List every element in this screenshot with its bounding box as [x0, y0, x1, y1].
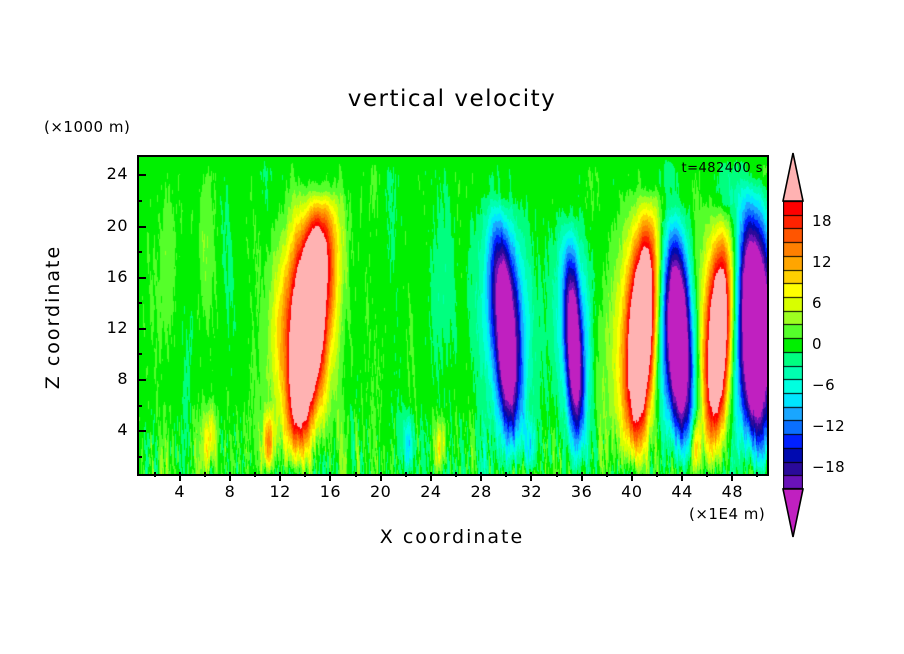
x-tick-label: 4 — [174, 482, 186, 501]
x-tick-label: 40 — [621, 482, 643, 501]
z-tick-minor — [137, 404, 142, 407]
x-tick-major — [228, 472, 231, 481]
z-tick-major — [137, 430, 146, 433]
z-tick-label: 8 — [117, 368, 128, 388]
z-tick-major — [137, 225, 146, 228]
x-axis-title: X coordinate — [379, 526, 525, 548]
x-tick-label: 48 — [721, 482, 744, 501]
timestamp-annotation: t=482400 s — [681, 161, 763, 176]
z-tick-major — [137, 327, 146, 330]
z-tick-label: 20 — [106, 215, 128, 235]
x-tick-minor — [605, 472, 608, 477]
x-tick-label: 20 — [369, 482, 392, 501]
colorbar-tick-label: −12 — [812, 417, 846, 436]
z-axis-units-label: (×1000 m) — [44, 118, 131, 136]
colorbar-tick-label: 12 — [812, 252, 833, 271]
z-tick-label: 16 — [106, 266, 128, 286]
colorbar-tick-label: 0 — [812, 335, 823, 353]
x-tick-label: 36 — [570, 482, 593, 501]
x-tick-minor — [505, 472, 508, 477]
x-tick-label: 8 — [224, 482, 236, 501]
x-tick-label: 44 — [671, 482, 693, 501]
z-tick-minor — [137, 200, 142, 203]
x-tick-minor — [555, 472, 558, 477]
colorbar-tick-label: −6 — [812, 376, 836, 395]
z-axis-tick-labels: 4 8 12 16 20 24 — [60, 0, 128, 654]
x-tick-major — [279, 472, 282, 481]
x-tick-minor — [254, 472, 257, 477]
x-tick-major — [480, 472, 483, 481]
z-tick-label: 12 — [106, 317, 128, 337]
x-tick-minor — [655, 472, 658, 477]
contour-plot-area: t=482400 s — [137, 155, 769, 476]
x-tick-label: 16 — [319, 482, 342, 501]
colorbar-gradient — [783, 201, 803, 489]
x-tick-label: 12 — [269, 482, 291, 501]
x-tick-minor — [455, 472, 458, 477]
colorbar-tick-label: 6 — [812, 293, 823, 312]
x-tick-minor — [203, 472, 206, 477]
x-tick-label: 24 — [420, 482, 442, 501]
z-tick-minor — [137, 251, 142, 254]
x-tick-minor — [404, 472, 407, 477]
x-tick-major — [379, 472, 382, 481]
x-tick-minor — [354, 472, 357, 477]
z-tick-label: 24 — [106, 164, 128, 184]
z-tick-minor — [137, 353, 142, 356]
z-tick-major — [137, 276, 146, 279]
colorbar-tick-label: −18 — [812, 458, 846, 477]
z-tick-major — [137, 378, 146, 381]
x-tick-label: 32 — [520, 482, 543, 501]
x-tick-major — [630, 472, 633, 481]
x-tick-minor — [304, 472, 307, 477]
chart-title: vertical velocity — [347, 86, 557, 112]
x-tick-major — [681, 472, 684, 481]
x-tick-major — [178, 472, 181, 481]
x-tick-major — [580, 472, 583, 481]
x-tick-major — [731, 472, 734, 481]
x-tick-minor — [706, 472, 709, 477]
x-tick-minor — [153, 472, 156, 477]
z-tick-minor — [137, 455, 142, 458]
z-tick-label: 4 — [117, 420, 128, 440]
x-tick-major — [429, 472, 432, 481]
x-tick-major — [329, 472, 332, 481]
x-tick-minor — [756, 472, 759, 477]
colorbar — [783, 201, 803, 489]
vertical-velocity-contour-field — [139, 157, 767, 474]
z-tick-major — [137, 174, 146, 177]
z-tick-minor — [137, 302, 142, 305]
colorbar-tick-label: 18 — [812, 211, 833, 230]
x-axis-units-label: (×1E4 m) — [689, 505, 766, 523]
x-tick-major — [530, 472, 533, 481]
x-tick-label: 28 — [470, 482, 492, 501]
